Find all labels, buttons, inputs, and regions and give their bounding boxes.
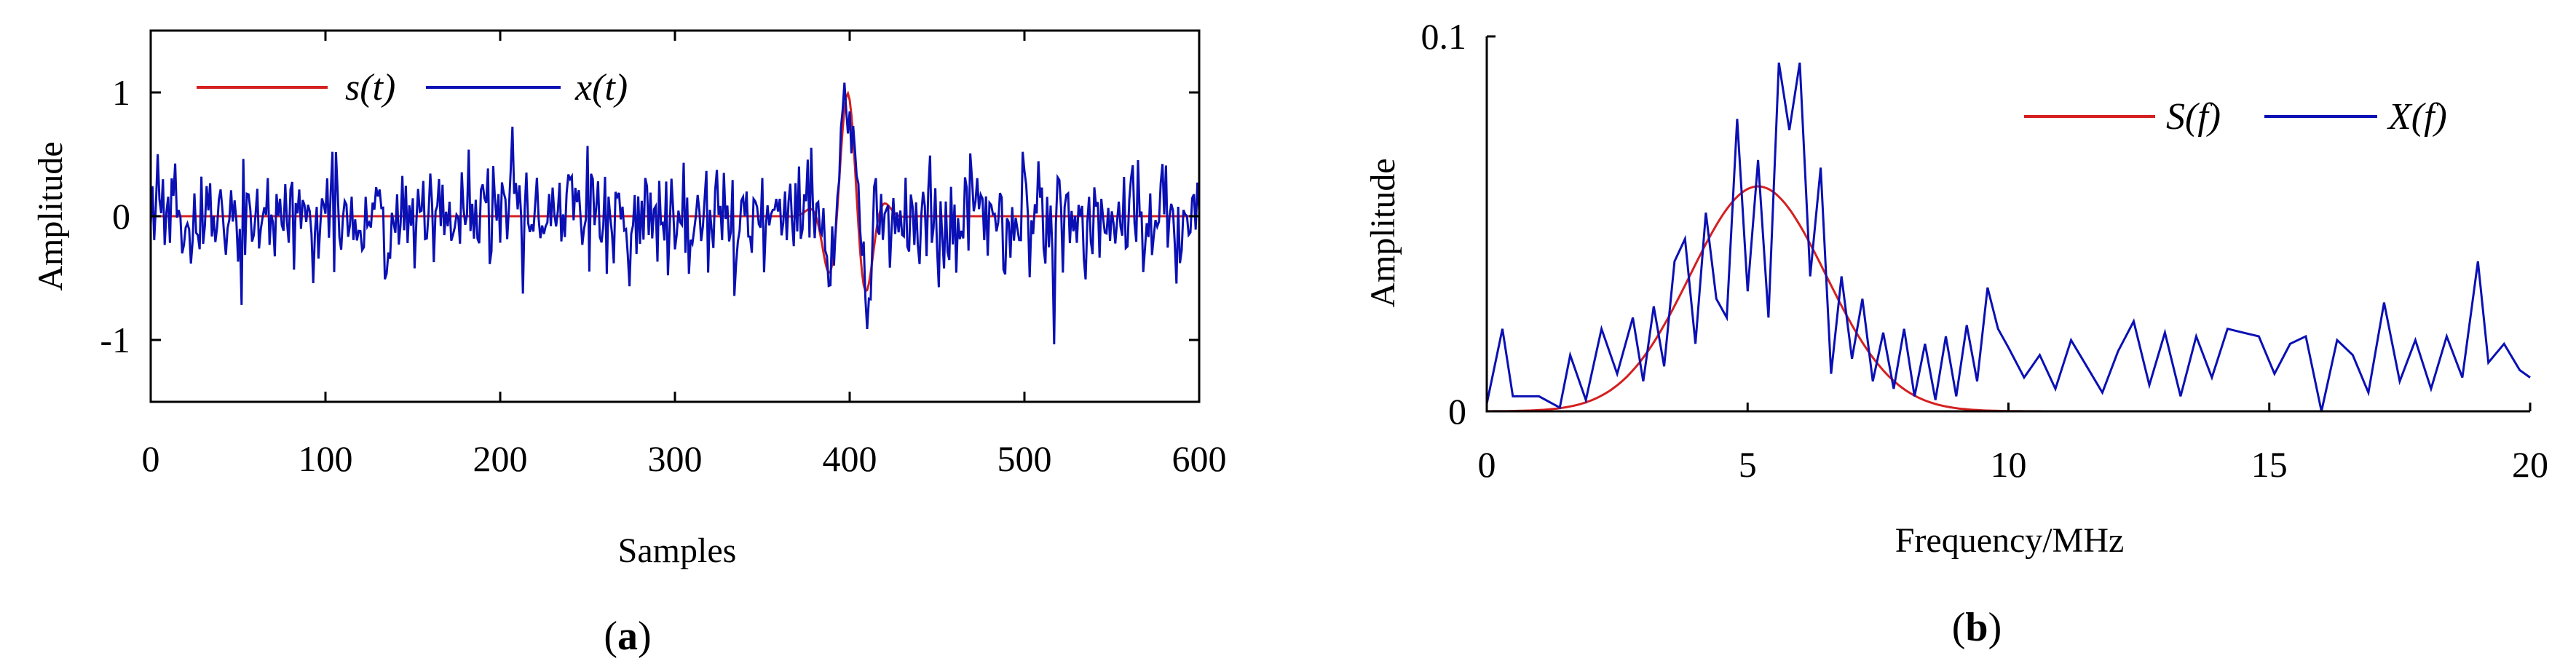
chart-b-xtick-label-2: 10 [1991,444,2027,485]
chart-a-xtick-label-0: 0 [142,438,160,479]
chart-b-xlabel: Frequency/MHz [1895,521,2125,560]
chart-a-legend: s(t) x(t) [197,67,628,108]
chart-b-xtick-label-3: 15 [2251,444,2288,485]
chart-a-ylabel: Amplitude [31,141,70,290]
chart-a-panel-letter: a [617,614,638,659]
chart-b-series-noisy [1485,62,2531,412]
chart-a-legend-label-signal: s(t) [345,67,395,108]
chart-b-panel-letter: b [1965,605,1988,650]
chart-a-panel-open: ( [604,614,617,659]
chart-a-xlabel: Samples [618,531,737,570]
chart-b: 0 5 10 15 20 00.1 S(f) X(f) Amplitude Freque… [1364,16,2548,650]
chart-a-ytick-label-0: -1 [100,320,130,360]
chart-b-ytick-label-1: 0.1 [1421,16,1467,57]
chart-b-ylabel: Amplitude [1364,158,1402,307]
chart-a-xtick-label-4: 400 [823,438,877,479]
chart-b-xtick-label-4: 20 [2512,444,2548,485]
chart-b-xtick-label-0: 0 [1478,444,1496,485]
chart-a-legend-label-noisy: x(t) [574,67,628,108]
chart-a-panel-label: (a) [604,614,651,659]
chart-b-panel-label: (b) [1952,605,2002,650]
chart-a-series-signal [151,90,1199,293]
chart-a-ytick-label-2: 1 [112,72,130,113]
chart-a-y-ticks: -1 0 1 [100,72,1199,360]
chart-a-line-noisy [149,82,1201,345]
chart-a-line-signal [151,90,1199,293]
chart-b-panel-open: ( [1952,605,1966,650]
chart-a-panel-close: ) [638,614,652,659]
chart-a-ytick-label-1: 0 [112,196,130,237]
chart-a-xtick-label-1: 100 [299,438,353,479]
chart-b-legend-label-signal: S(f) [2166,96,2221,138]
chart-b-xtick-label-1: 5 [1739,444,1757,485]
chart-b-x-ticks: 0 5 10 15 20 [1478,403,2548,485]
chart-a-xtick-label-6: 600 [1172,438,1227,479]
chart-b-legend-label-noisy: X(f) [2387,96,2447,138]
chart-a-x-ticks: 0 100 200 300 400 500 600 [142,31,1227,479]
chart-a: 0 100 200 300 400 500 600 -1 0 1 s(t) x(t) Ampli… [31,29,1227,659]
chart-b-line-noisy [1485,62,2531,412]
chart-b-y-ticks: 00.1 [1421,16,1496,432]
chart-b-panel-close: ) [1988,605,2002,650]
chart-b-legend: S(f) X(f) [2024,96,2447,138]
chart-a-series-noisy [149,82,1201,345]
chart-a-xtick-label-3: 300 [648,438,703,479]
chart-a-xtick-label-5: 500 [997,438,1052,479]
chart-a-xtick-label-2: 200 [473,438,528,479]
chart-b-ytick-label-0: 0 [1448,391,1466,432]
chart-b-axes [1485,36,2530,413]
